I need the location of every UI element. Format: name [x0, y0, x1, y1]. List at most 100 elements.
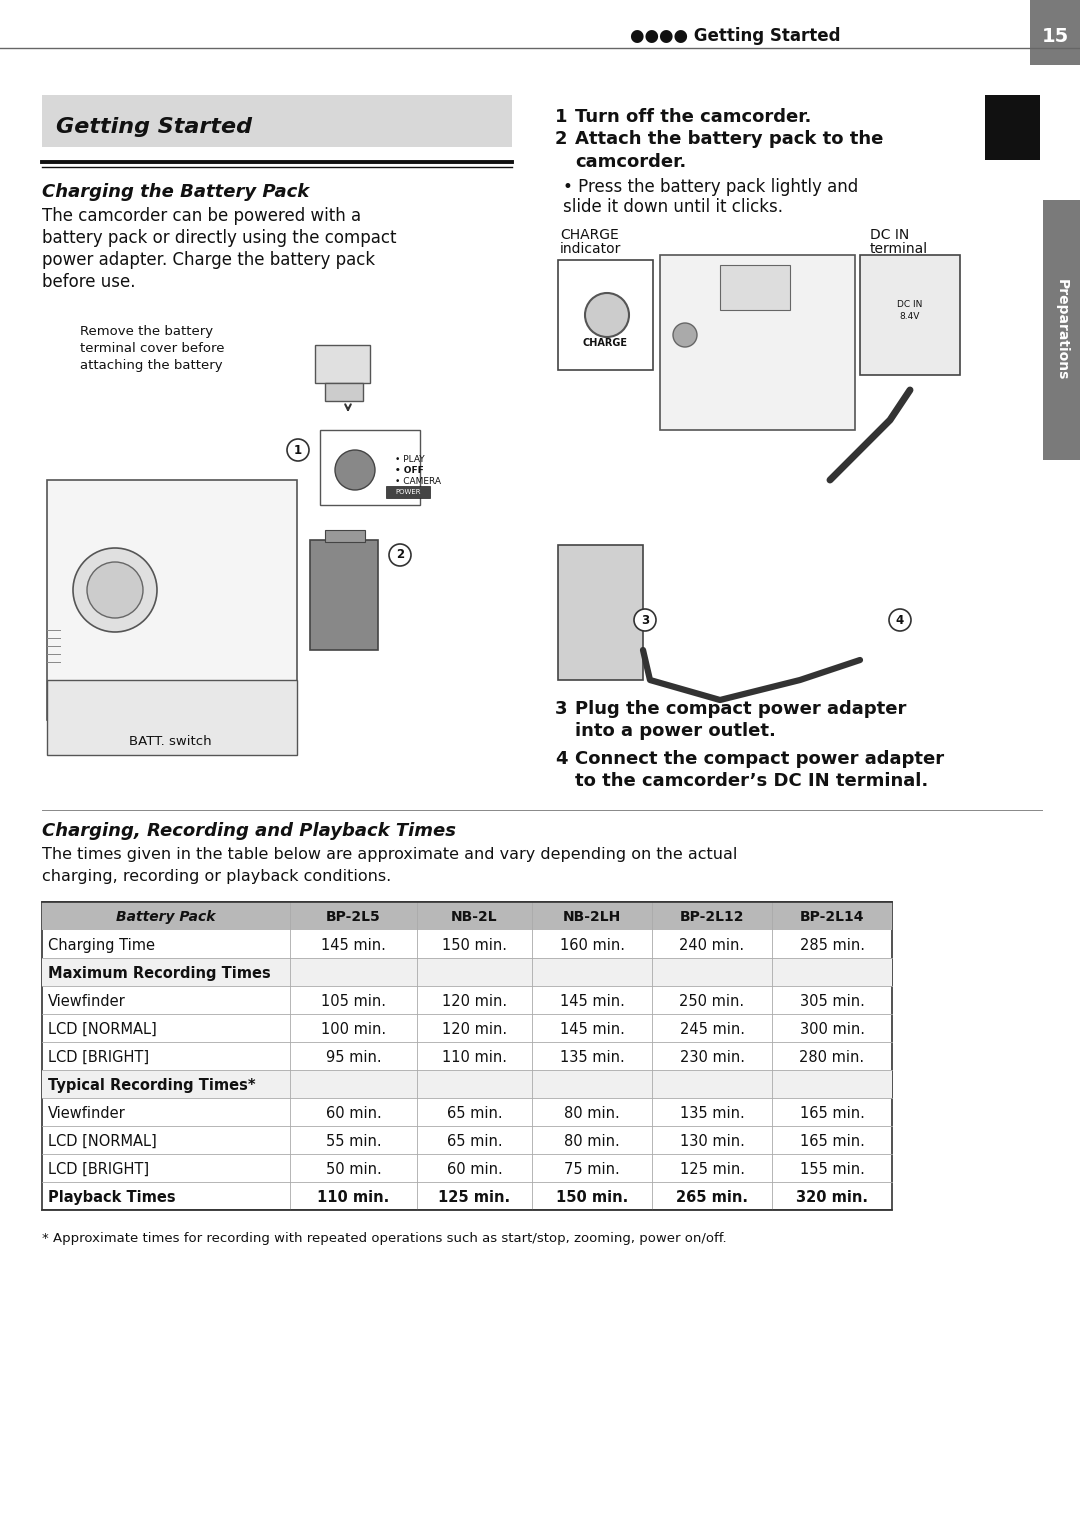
Text: 120 min.: 120 min. [442, 1022, 508, 1037]
Text: terminal: terminal [870, 242, 928, 256]
Text: 100 min.: 100 min. [321, 1022, 386, 1037]
Bar [48, 480, 297, 719]
Bar [42, 1071, 892, 1098]
Text: 150 min.: 150 min. [556, 1190, 629, 1204]
Text: 165 min.: 165 min. [799, 1134, 864, 1149]
Text: 245 min.: 245 min. [679, 1022, 744, 1037]
Circle shape [634, 609, 656, 630]
Bar [985, 95, 1040, 160]
Text: LCD [NORMAL]: LCD [NORMAL] [48, 1022, 157, 1037]
Text: 145 min.: 145 min. [559, 1022, 624, 1037]
Text: Remove the battery: Remove the battery [80, 325, 213, 337]
Bar [310, 540, 378, 650]
Text: BP-2L14: BP-2L14 [800, 910, 864, 925]
Text: 50 min.: 50 min. [326, 1161, 381, 1177]
Bar [558, 545, 643, 680]
Text: 125 min.: 125 min. [679, 1161, 744, 1177]
Text: 3: 3 [640, 614, 649, 626]
Text: into a power outlet.: into a power outlet. [575, 723, 775, 739]
Text: 145 min.: 145 min. [321, 937, 386, 953]
Text: 155 min.: 155 min. [799, 1161, 864, 1177]
Text: LCD [NORMAL]: LCD [NORMAL] [48, 1134, 157, 1149]
Text: 3: 3 [555, 700, 567, 718]
Text: 135 min.: 135 min. [559, 1049, 624, 1065]
Text: 75 min.: 75 min. [564, 1161, 620, 1177]
Text: 2: 2 [396, 549, 404, 561]
Text: 265 min.: 265 min. [676, 1190, 748, 1204]
Text: 240 min.: 240 min. [679, 937, 744, 953]
Text: 110 min.: 110 min. [442, 1049, 507, 1065]
Text: 250 min.: 250 min. [679, 994, 744, 1009]
Text: 1: 1 [294, 443, 302, 457]
Text: Charging the Battery Pack: Charging the Battery Pack [42, 183, 309, 201]
Text: 105 min.: 105 min. [321, 994, 386, 1009]
Text: 165 min.: 165 min. [799, 1106, 864, 1121]
Text: NB-2L: NB-2L [451, 910, 498, 925]
Text: before use.: before use. [42, 273, 135, 291]
Bar [386, 486, 430, 499]
Text: BP-2L5: BP-2L5 [326, 910, 381, 925]
Text: 230 min.: 230 min. [679, 1049, 744, 1065]
Text: 65 min.: 65 min. [447, 1106, 502, 1121]
Text: BP-2L12: BP-2L12 [679, 910, 744, 925]
Circle shape [889, 609, 912, 630]
Text: 65 min.: 65 min. [447, 1134, 502, 1149]
Text: 80 min.: 80 min. [564, 1106, 620, 1121]
Text: 2: 2 [555, 130, 567, 147]
Text: • OFF: • OFF [395, 466, 423, 476]
Text: 95 min.: 95 min. [326, 1049, 381, 1065]
Text: Viewfinder: Viewfinder [48, 1106, 125, 1121]
Bar [315, 345, 370, 384]
Text: Attach the battery pack to the: Attach the battery pack to the [575, 130, 883, 147]
Circle shape [585, 293, 629, 337]
Text: indicator: indicator [561, 242, 621, 256]
Text: 135 min.: 135 min. [679, 1106, 744, 1121]
Text: 305 min.: 305 min. [799, 994, 864, 1009]
Text: 160 min.: 160 min. [559, 937, 624, 953]
Circle shape [335, 449, 375, 489]
Bar [42, 95, 512, 147]
Bar [42, 959, 892, 986]
Text: BATT. switch: BATT. switch [129, 735, 212, 749]
Text: DC IN: DC IN [870, 229, 909, 242]
Text: 110 min.: 110 min. [318, 1190, 390, 1204]
Text: The camcorder can be powered with a: The camcorder can be powered with a [42, 207, 361, 225]
Text: camcorder.: camcorder. [575, 153, 686, 170]
Text: Getting Started: Getting Started [56, 117, 252, 137]
Bar [48, 680, 297, 755]
Bar [325, 384, 363, 400]
Text: battery pack or directly using the compact: battery pack or directly using the compa… [42, 229, 396, 247]
Text: charging, recording or playback conditions.: charging, recording or playback conditio… [42, 868, 391, 884]
Text: CHARGE: CHARGE [582, 337, 627, 348]
Text: 80 min.: 80 min. [564, 1134, 620, 1149]
Text: 60 min.: 60 min. [326, 1106, 381, 1121]
Text: POWER: POWER [395, 489, 421, 495]
Text: • CAMERA: • CAMERA [395, 477, 441, 486]
Text: Connect the compact power adapter: Connect the compact power adapter [575, 750, 944, 769]
Circle shape [389, 545, 411, 566]
Text: DC IN: DC IN [897, 301, 922, 308]
Text: 130 min.: 130 min. [679, 1134, 744, 1149]
Bar [860, 255, 960, 374]
Text: Battery Pack: Battery Pack [117, 910, 216, 925]
Bar [320, 430, 420, 505]
Text: Typical Recording Times*: Typical Recording Times* [48, 1078, 256, 1092]
Text: • PLAY: • PLAY [395, 456, 424, 463]
Text: power adapter. Charge the battery pack: power adapter. Charge the battery pack [42, 252, 375, 268]
Text: Maximum Recording Times: Maximum Recording Times [48, 966, 271, 980]
Bar [558, 259, 653, 370]
Text: 15: 15 [1041, 28, 1068, 46]
Text: Turn off the camcorder.: Turn off the camcorder. [575, 107, 811, 126]
Text: 120 min.: 120 min. [442, 994, 508, 1009]
Circle shape [673, 324, 697, 347]
Text: Charging Time: Charging Time [48, 937, 156, 953]
Text: 8.4V: 8.4V [900, 311, 920, 321]
Text: 150 min.: 150 min. [442, 937, 507, 953]
Bar [660, 255, 855, 430]
Text: * Approximate times for recording with repeated operations such as start/stop, z: * Approximate times for recording with r… [42, 1232, 727, 1246]
Text: 1: 1 [555, 107, 567, 126]
Text: slide it down until it clicks.: slide it down until it clicks. [563, 198, 783, 216]
Circle shape [287, 439, 309, 462]
Text: 320 min.: 320 min. [796, 1190, 868, 1204]
Text: 145 min.: 145 min. [559, 994, 624, 1009]
